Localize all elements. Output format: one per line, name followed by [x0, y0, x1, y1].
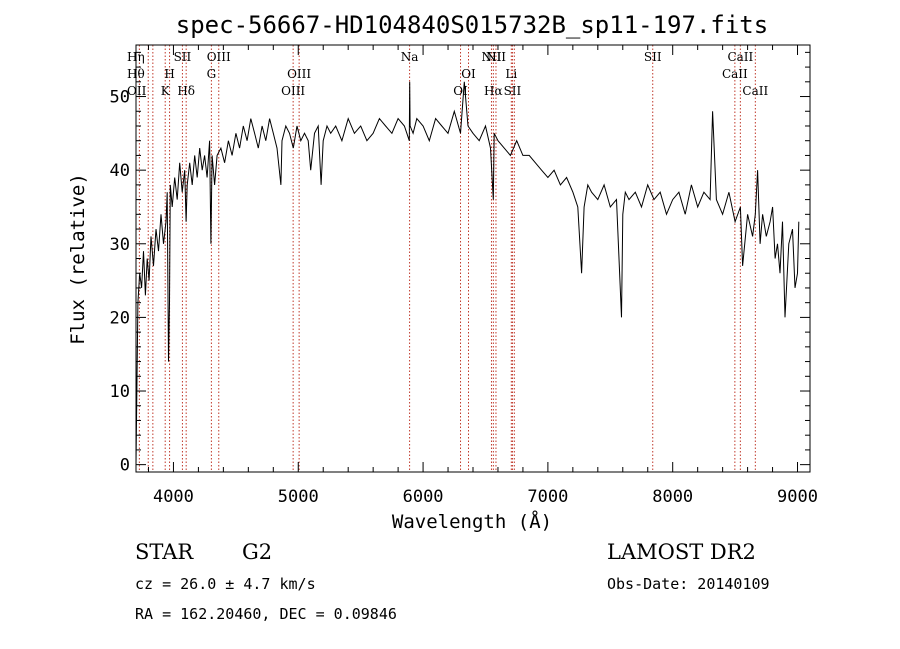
x-tick-label-5: 9000 [777, 487, 818, 507]
plot-frame [135, 44, 811, 473]
y-tick-label-0: 0 [120, 456, 130, 476]
survey-name: LAMOST DR2 [607, 540, 756, 564]
line-label-7: G [207, 67, 217, 81]
y-tick-label-1: 10 [110, 382, 130, 402]
object-subclass: G2 [242, 540, 273, 564]
y-tick-label-2: 20 [110, 308, 130, 328]
line-label-13: OI [461, 67, 476, 81]
line-label-0: OII [127, 84, 147, 98]
line-label-15: Hα [484, 84, 503, 98]
spectral-line-labels: OIIHθHηKHSIIHδGOIIIOIIIOIIINaOIOINIIHαNI… [127, 50, 768, 98]
y-tick-label-5: 50 [110, 88, 130, 108]
x-tick-label-4: 8000 [652, 487, 693, 507]
line-label-6: Hδ [177, 84, 195, 98]
x-tick-label-0: 4000 [153, 487, 194, 507]
spectral-line-markers [138, 45, 756, 472]
line-label-3: K [161, 84, 171, 98]
chart-title: spec-56667-HD104840S015732B_sp11-197.fit… [176, 11, 768, 39]
x-tick-label-2: 6000 [403, 487, 444, 507]
line-label-11: Na [401, 50, 419, 64]
y-tick-label-4: 40 [110, 161, 130, 181]
line-label-4: H [164, 67, 174, 81]
x-tick-label-1: 5000 [278, 487, 319, 507]
y-axis-label: Flux (relative) [67, 173, 89, 345]
line-label-5: SII [174, 50, 192, 64]
y-axis: 0 10 20 30 40 50 [110, 51, 810, 476]
object-class: STAR [135, 540, 194, 564]
x-axis-label: Wavelength (Å) [392, 510, 552, 533]
line-label-14: NII [481, 50, 501, 64]
line-label-10: OIII [287, 67, 311, 81]
line-label-8: OIII [207, 50, 231, 64]
line-label-20: SII [644, 50, 662, 64]
y-tick-label-3: 30 [110, 235, 130, 255]
x-tick-label-3: 7000 [527, 487, 568, 507]
line-label-16: NII [486, 50, 506, 64]
line-label-21: CaII [722, 67, 748, 81]
coordinates-readout: RA = 162.20460, DEC = 0.09846 [135, 605, 397, 623]
x-axis: 4000 5000 6000 7000 8000 9000 [147, 45, 818, 507]
line-label-18: SII [504, 84, 522, 98]
line-label-23: CaII [742, 84, 768, 98]
line-label-9: OIII [281, 84, 305, 98]
spectrum-line [135, 81, 800, 465]
line-label-22: CaII [727, 50, 753, 64]
redshift-readout: cz = 26.0 ± 4.7 km/s [135, 575, 316, 593]
observation-date: Obs-Date: 20140109 [607, 575, 770, 593]
line-label-17: Li [505, 67, 517, 81]
